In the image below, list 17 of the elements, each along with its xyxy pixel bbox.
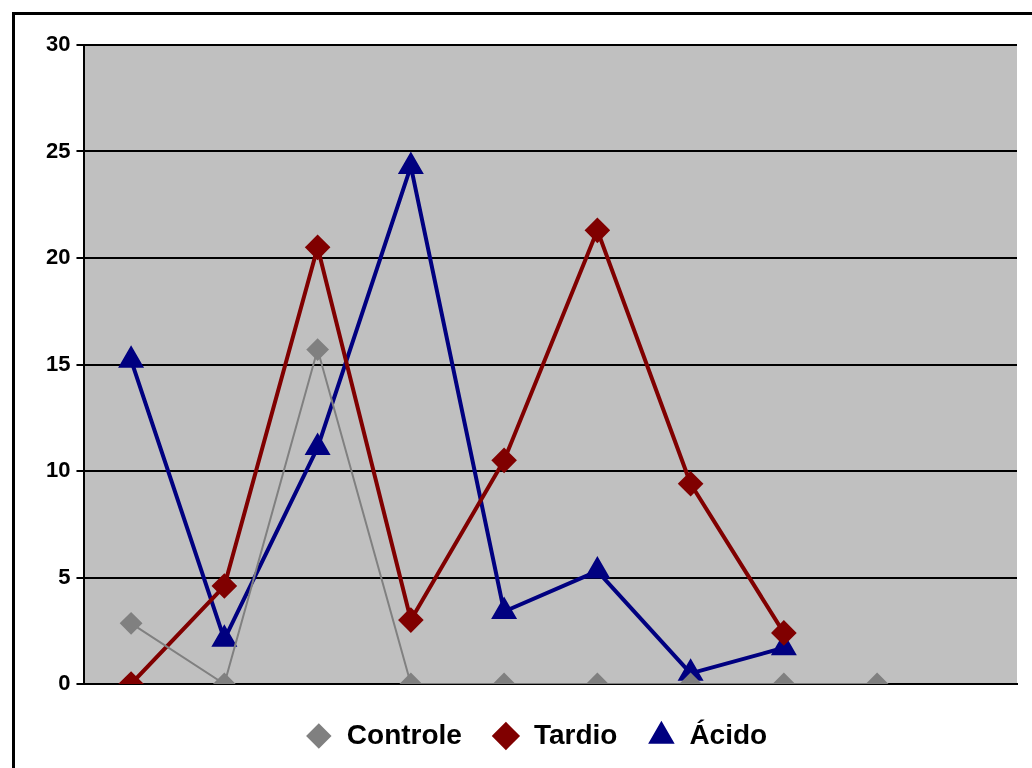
point (491, 596, 517, 620)
point (212, 626, 236, 647)
point (585, 558, 609, 579)
legend-label: Tardio (533, 718, 618, 750)
y-tick-label: 25 (45, 137, 71, 163)
legend-label: Ácido (689, 718, 768, 750)
point (306, 338, 329, 361)
y-tick-label: 20 (45, 244, 71, 270)
legend-label: Controle (346, 718, 462, 750)
y-tick-label: 0 (58, 670, 71, 696)
point (119, 347, 143, 368)
y-tick-label: 30 (45, 31, 71, 57)
y-tick-label: 10 (45, 457, 71, 483)
point (305, 235, 330, 260)
point (585, 218, 610, 243)
y-tick-label: 15 (45, 350, 71, 376)
y-tick-label: 5 (58, 563, 71, 589)
